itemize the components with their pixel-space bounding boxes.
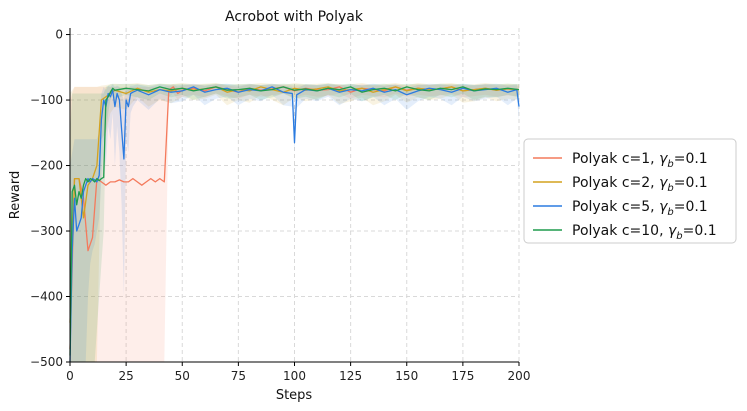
legend-label-gamma: γ xyxy=(659,175,668,191)
legend-label-tail: =0.1 xyxy=(683,223,717,239)
legend-label-tail: =0.1 xyxy=(674,175,708,191)
y-tick-label: −500 xyxy=(30,355,63,369)
legend-label-gamma: γ xyxy=(659,151,668,167)
confidence-bands xyxy=(70,83,519,363)
series-lines xyxy=(69,86,520,363)
x-tick-label: 200 xyxy=(508,369,531,383)
legend-label-subscript: b xyxy=(667,183,673,194)
y-axis-ticks: 0 −100 −200 −300 −400 −500 xyxy=(30,28,70,369)
legend-label-4: Polyak c=10, γb=0.1 xyxy=(572,223,717,242)
legend-label-subscript: b xyxy=(667,207,673,218)
legend-label-subscript: b xyxy=(667,159,673,170)
x-axis-title: Steps xyxy=(276,388,313,403)
legend-label-main: Polyak c=1, xyxy=(572,151,659,167)
series-line-3 xyxy=(69,86,520,363)
x-tick-label: 25 xyxy=(118,369,133,383)
y-tick-label: −300 xyxy=(30,224,63,238)
chart-title: Acrobot with Polyak xyxy=(225,9,364,25)
x-tick-label: 150 xyxy=(395,369,418,383)
y-tick-label: 0 xyxy=(55,28,63,42)
x-tick-label: 100 xyxy=(283,369,306,383)
legend-label-tail: =0.1 xyxy=(674,199,708,215)
x-tick-label: 75 xyxy=(231,369,246,383)
legend-label-main: Polyak c=5, xyxy=(572,199,659,215)
y-axis-title: Reward xyxy=(8,171,23,219)
y-tick-label: −100 xyxy=(30,93,63,107)
series-band-1 xyxy=(70,84,519,363)
y-tick-label: −200 xyxy=(30,159,63,173)
legend-label-3: Polyak c=5, γb=0.1 xyxy=(572,199,708,218)
legend-box xyxy=(523,138,737,244)
legend-label-subscript: b xyxy=(676,231,682,242)
legend-label-1: Polyak c=1, γb=0.1 xyxy=(572,151,708,170)
series-line-4 xyxy=(69,86,520,356)
x-tick-label: 125 xyxy=(339,369,362,383)
x-axis-ticks: 0 25 50 75 100 125 150 175 200 xyxy=(66,362,530,383)
legend-label-2: Polyak c=2, γb=0.1 xyxy=(572,175,708,194)
legend-label-gamma: γ xyxy=(659,199,668,215)
legend-label-main: Polyak c=2, xyxy=(572,175,659,191)
x-tick-label: 175 xyxy=(451,369,474,383)
legend-label-tail: =0.1 xyxy=(674,151,708,167)
y-tick-label: −400 xyxy=(30,290,63,304)
x-tick-label: 0 xyxy=(66,369,74,383)
legend-label-main: Polyak c=10, xyxy=(572,223,668,239)
legend-label-gamma: γ xyxy=(668,223,677,239)
x-tick-label: 50 xyxy=(175,369,190,383)
